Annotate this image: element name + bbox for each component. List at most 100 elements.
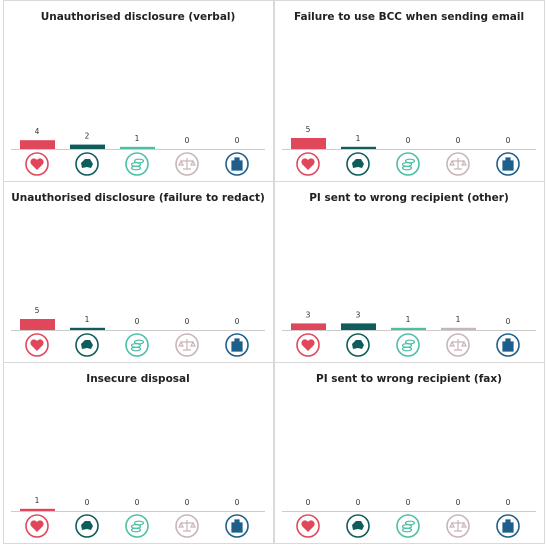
sector-icon (225, 333, 249, 357)
sector-icon (296, 333, 320, 357)
sector-icon (75, 333, 99, 357)
sector-icon (25, 152, 49, 176)
bar (20, 140, 55, 149)
value-label: 0 (506, 498, 511, 507)
value-label: 4 (35, 127, 40, 136)
value-label: 0 (135, 498, 140, 507)
sector-icon (296, 152, 320, 176)
sector-icon (346, 152, 370, 176)
sector-icon (133, 158, 145, 164)
sector-icon (133, 339, 145, 345)
sector-icon (25, 514, 49, 538)
value-label: 0 (185, 136, 190, 145)
sector-icon (301, 158, 315, 170)
chart-title: PI sent to wrong recipient (fax) (316, 373, 502, 385)
sector-icon (231, 338, 243, 352)
bar (391, 327, 426, 330)
value-label: 0 (85, 498, 90, 507)
sector-icon (446, 152, 470, 176)
chart-title: PI sent to wrong recipient (other) (309, 192, 509, 204)
value-label: 0 (235, 317, 240, 326)
chart-panel: Insecure disposal 1 0 0 0 0 (3, 362, 274, 544)
sector-icon (301, 520, 315, 532)
sector-icon (346, 333, 370, 357)
value-label: 5 (35, 306, 40, 315)
value-label: 0 (406, 498, 411, 507)
bar (20, 319, 55, 330)
sector-icon (396, 514, 420, 538)
value-label: 0 (185, 317, 190, 326)
chart-title: Failure to use BCC when sending email (294, 11, 524, 23)
sector-icon (178, 520, 196, 532)
sector-icon (446, 333, 470, 357)
chart-title: Insecure disposal (86, 373, 189, 385)
sector-icon (225, 152, 249, 176)
chart-panel: PI sent to wrong recipient (other) 3 3 1 1 0 (274, 181, 545, 363)
value-label: 3 (306, 310, 311, 319)
sector-icon (175, 152, 199, 176)
sector-icon (81, 340, 93, 349)
bar (341, 146, 376, 149)
value-label: 0 (456, 136, 461, 145)
bar (291, 138, 326, 149)
value-label: 1 (456, 315, 461, 324)
sector-icon (296, 514, 320, 538)
value-label: 0 (406, 136, 411, 145)
value-label: 1 (85, 315, 90, 324)
sector-icon (449, 158, 467, 170)
sector-icon (81, 521, 93, 530)
sector-icon (225, 514, 249, 538)
sector-icon (502, 338, 514, 352)
value-label: 1 (135, 134, 140, 143)
sector-icon (175, 514, 199, 538)
chart-panel: Unauthorised disclosure (failure to reda… (3, 181, 274, 363)
chart-panel: PI sent to wrong recipient (fax) 0 0 0 0 0 (274, 362, 545, 544)
sector-icon (75, 514, 99, 538)
sector-icon (30, 158, 44, 170)
bar (120, 146, 155, 149)
sector-icon (178, 339, 196, 351)
bar (70, 144, 105, 149)
sector-icon (352, 159, 364, 168)
sector-icon (352, 521, 364, 530)
sector-icon (133, 520, 145, 526)
value-label: 0 (135, 317, 140, 326)
sector-icon (30, 339, 44, 351)
panel-border (274, 362, 545, 544)
value-label: 1 (356, 134, 361, 143)
sector-icon (231, 519, 243, 533)
sector-icon (396, 152, 420, 176)
sector-icon (81, 159, 93, 168)
sector-icon (25, 333, 49, 357)
sector-icon (404, 339, 416, 345)
value-label: 3 (356, 310, 361, 319)
value-label: 0 (506, 317, 511, 326)
sector-icon (346, 514, 370, 538)
sector-icon (496, 152, 520, 176)
sector-icon (496, 333, 520, 357)
sector-icon (178, 158, 196, 170)
sector-icon (75, 152, 99, 176)
value-label: 0 (356, 498, 361, 507)
sector-icon (396, 333, 420, 357)
sector-icon (231, 157, 243, 171)
sector-icon (404, 158, 416, 164)
value-label: 5 (306, 125, 311, 134)
sector-icon (496, 514, 520, 538)
sector-icon (125, 152, 149, 176)
sector-icon (175, 333, 199, 357)
value-label: 0 (506, 136, 511, 145)
value-label: 0 (235, 498, 240, 507)
sector-icon (404, 520, 416, 526)
value-label: 0 (185, 498, 190, 507)
value-label: 0 (456, 498, 461, 507)
sector-icon (449, 339, 467, 351)
bar (70, 327, 105, 330)
sector-icon (301, 339, 315, 351)
bar (441, 327, 476, 330)
panel-border (3, 362, 274, 544)
value-label: 2 (85, 132, 90, 141)
value-label: 1 (35, 496, 40, 505)
chart-panel: Failure to use BCC when sending email 5 1 0… (274, 0, 545, 182)
